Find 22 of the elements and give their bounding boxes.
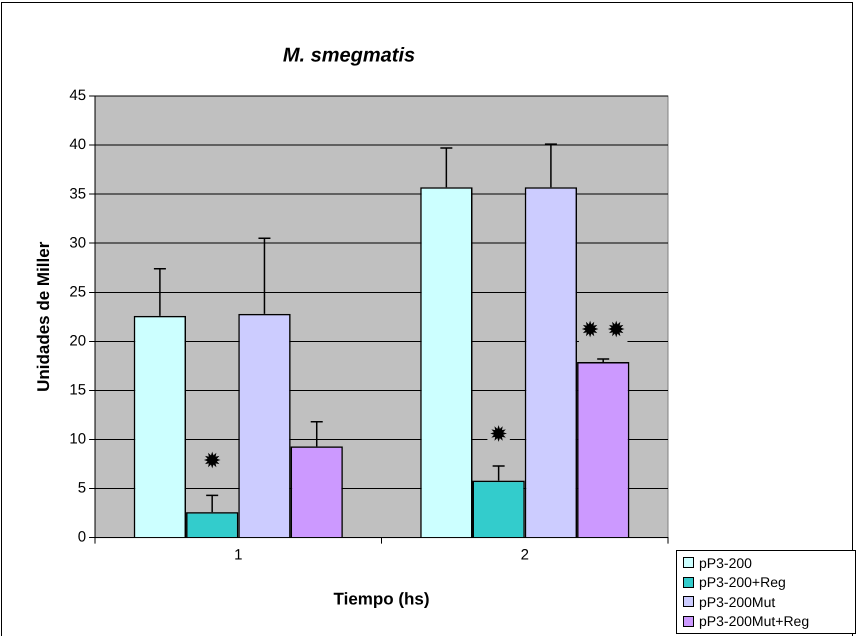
y-tick-label: 45 [69,87,86,104]
legend-label: pP3-200Mut+Reg [698,612,810,631]
legend-label: pP3-200+Reg [698,573,787,592]
y-tick-label: 25 [69,283,86,300]
y-tick-label: 35 [69,185,86,202]
y-tick-label: 15 [69,382,86,399]
legend-label: pP3-200 [698,554,753,572]
y-axis-title: Unidades de Miller [34,241,53,392]
y-tick-label: 30 [69,234,86,252]
x-axis-title: Tiempo (hs) [334,589,430,608]
annotation: ✹ [489,422,508,448]
x-tick-label: 2 [520,546,529,564]
y-tick-label: 0 [78,528,86,546]
y-tick-label: 5 [78,480,86,497]
y-tick-label: 20 [69,332,86,350]
y-tick-label: 40 [69,136,86,154]
legend-label: pP3-200Mut [698,592,776,612]
x-tick-label: 1 [234,546,242,564]
y-tick-label: 10 [69,430,86,448]
chart-title: M. smegmatis [282,44,416,67]
annotation: ✹ ✹ [580,318,626,344]
annotation: ✹ [202,448,222,474]
